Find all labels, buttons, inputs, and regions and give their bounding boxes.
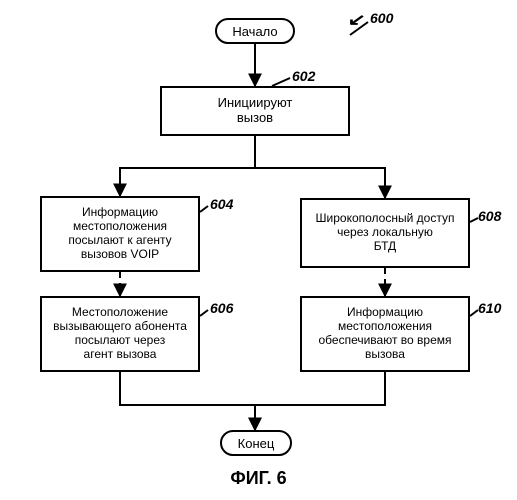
node-608: Широкополосный доступчерез локальнуюБТД: [300, 198, 470, 268]
node-604-label: Информациюместоположенияпосылают к агент…: [68, 206, 171, 261]
node-602-label: Инициируютвызов: [218, 96, 293, 126]
flowchart-canvas: ↙ 600 Начало Инициируютвызов 602 Информа…: [0, 0, 517, 500]
node-602: Инициируютвызов: [160, 86, 350, 136]
node-start: Начало: [215, 18, 295, 44]
ref-label-606: 606: [210, 300, 233, 316]
ref-label-610: 610: [478, 300, 501, 316]
node-start-label: Начало: [232, 24, 277, 39]
node-end-label: Конец: [238, 436, 275, 451]
node-608-label: Широкополосный доступчерез локальнуюБТД: [316, 212, 455, 253]
figure-ref-arrow: ↙: [347, 10, 366, 30]
ref-label-608: 608: [478, 208, 501, 224]
node-604: Информациюместоположенияпосылают к агент…: [40, 196, 200, 272]
ref-label-602: 602: [292, 68, 315, 84]
node-610: Информациюместоположенияобеспечивают во …: [300, 296, 470, 372]
node-606-label: Местоположениевызывающего абонентапосыла…: [53, 306, 187, 361]
figure-ref-label: 600: [370, 10, 393, 26]
node-end: Конец: [220, 430, 292, 456]
node-610-label: Информациюместоположенияобеспечивают во …: [318, 306, 451, 361]
figure-caption-text: ФИГ. 6: [230, 468, 286, 488]
ref-label-604: 604: [210, 196, 233, 212]
figure-caption: ФИГ. 6: [0, 468, 517, 489]
node-606: Местоположениевызывающего абонентапосыла…: [40, 296, 200, 372]
